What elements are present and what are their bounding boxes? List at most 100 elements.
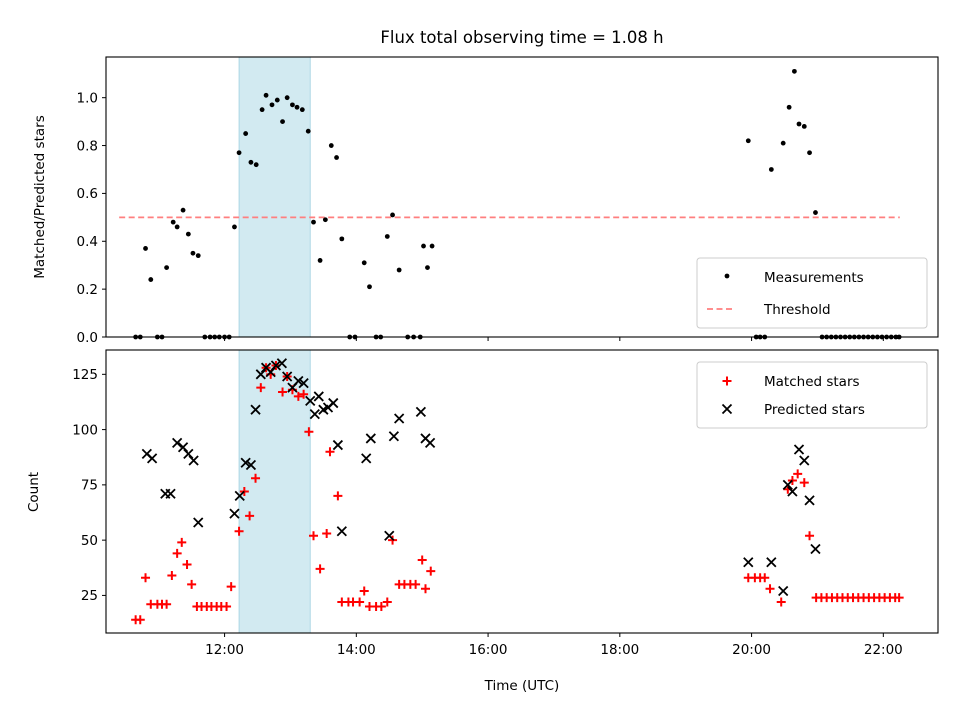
data-point: [284, 95, 290, 101]
data-point: [183, 448, 194, 460]
data-point: [328, 397, 339, 409]
data-point: [256, 383, 266, 393]
data-point: [384, 530, 395, 541]
data-point: [190, 250, 196, 256]
data-point: [250, 404, 261, 415]
data-point: [165, 488, 176, 499]
data-point: [248, 159, 254, 165]
data-point: [309, 531, 319, 541]
x-tick-label: 14:00: [337, 642, 376, 658]
ratio-y-tick-label: 1.0: [77, 90, 98, 106]
data-point: [793, 444, 805, 455]
data-point: [361, 453, 372, 464]
data-point: [167, 571, 177, 581]
data-point: [780, 140, 786, 146]
data-point: [429, 243, 435, 249]
data-point: [805, 531, 815, 541]
data-point: [164, 265, 170, 270]
data-point: [384, 234, 390, 239]
x-tick-label: 16:00: [469, 642, 508, 658]
ratio-y-tick-label: 0.4: [77, 234, 98, 250]
data-point: [778, 585, 789, 597]
ratio-y-axis-label: Matched/Predicted stars: [32, 115, 48, 278]
count-y-tick-label: 75: [81, 478, 98, 494]
legend-marker-matched: [722, 376, 732, 386]
data-point: [801, 124, 807, 129]
data-point: [253, 162, 259, 168]
ratio-panel-frame: [105, 56, 939, 338]
data-point: [265, 366, 276, 378]
data-point: [141, 573, 151, 583]
data-point: [328, 143, 334, 148]
data-point: [245, 511, 255, 521]
data-point: [298, 378, 309, 389]
data-point: [255, 369, 266, 380]
count-y-tick-label: 100: [72, 422, 98, 438]
data-point: [269, 102, 275, 108]
data-point: [745, 138, 751, 144]
data-point: [768, 167, 774, 172]
data-point: [776, 597, 786, 607]
data-point: [333, 491, 343, 501]
data-point: [294, 104, 300, 110]
data-point: [263, 92, 269, 98]
data-point: [799, 455, 810, 466]
data-point: [355, 597, 365, 607]
data-point: [791, 68, 797, 74]
data-point: [894, 593, 904, 603]
chart-title: Flux total observing time = 1.08 h: [380, 28, 663, 47]
count-y-tick-label: 25: [81, 588, 98, 604]
data-point: [367, 284, 372, 290]
data-point: [280, 119, 285, 125]
ratio-legend: Measurements Threshold: [696, 257, 928, 329]
x-axis-label: Time (UTC): [484, 678, 560, 694]
data-point: [810, 543, 821, 555]
data-point: [361, 260, 367, 266]
data-point: [376, 601, 386, 611]
data-point: [322, 529, 332, 539]
data-point: [293, 375, 304, 387]
data-point: [799, 478, 809, 488]
data-point: [251, 473, 261, 483]
data-point: [193, 517, 204, 528]
data-point: [274, 97, 280, 103]
data-point: [394, 413, 405, 424]
data-point: [170, 219, 176, 225]
count-y-tick-label: 125: [72, 367, 98, 383]
count-shaded-interval: [238, 349, 311, 634]
count-panel-frame: [105, 349, 939, 634]
data-point: [188, 455, 199, 466]
data-point: [807, 150, 812, 156]
data-point: [177, 442, 189, 453]
count-legend-label: Matched stars: [764, 374, 860, 390]
data-point: [243, 131, 249, 136]
data-point: [382, 597, 392, 607]
x-tick-label: 18:00: [600, 642, 639, 658]
ratio-panel: 0.0 0.2 0.4 0.6 0.8 1.0 Matched/Predicted sta…: [32, 56, 939, 346]
data-point: [282, 371, 293, 382]
data-point: [396, 267, 402, 273]
data-point: [322, 217, 328, 223]
ratio-legend-label: Measurements: [764, 270, 864, 286]
data-point: [782, 479, 793, 491]
count-legend-box: [696, 361, 928, 429]
data-point: [334, 155, 339, 160]
data-point: [424, 437, 436, 448]
data-point: [425, 265, 430, 270]
data-point: [172, 437, 183, 448]
data-point: [311, 219, 316, 225]
data-point: [182, 559, 192, 569]
data-point: [336, 526, 347, 537]
ratio-legend-label: Threshold: [763, 302, 831, 318]
data-point: [222, 601, 232, 611]
data-point: [359, 586, 369, 596]
ratio-y-tick-label: 0.8: [77, 138, 98, 154]
data-point: [743, 557, 754, 568]
data-point: [146, 453, 158, 464]
data-point: [290, 102, 295, 108]
data-point: [305, 128, 311, 134]
data-point: [234, 526, 244, 536]
data-point: [195, 253, 201, 259]
data-point: [317, 258, 323, 263]
data-point: [426, 566, 436, 576]
